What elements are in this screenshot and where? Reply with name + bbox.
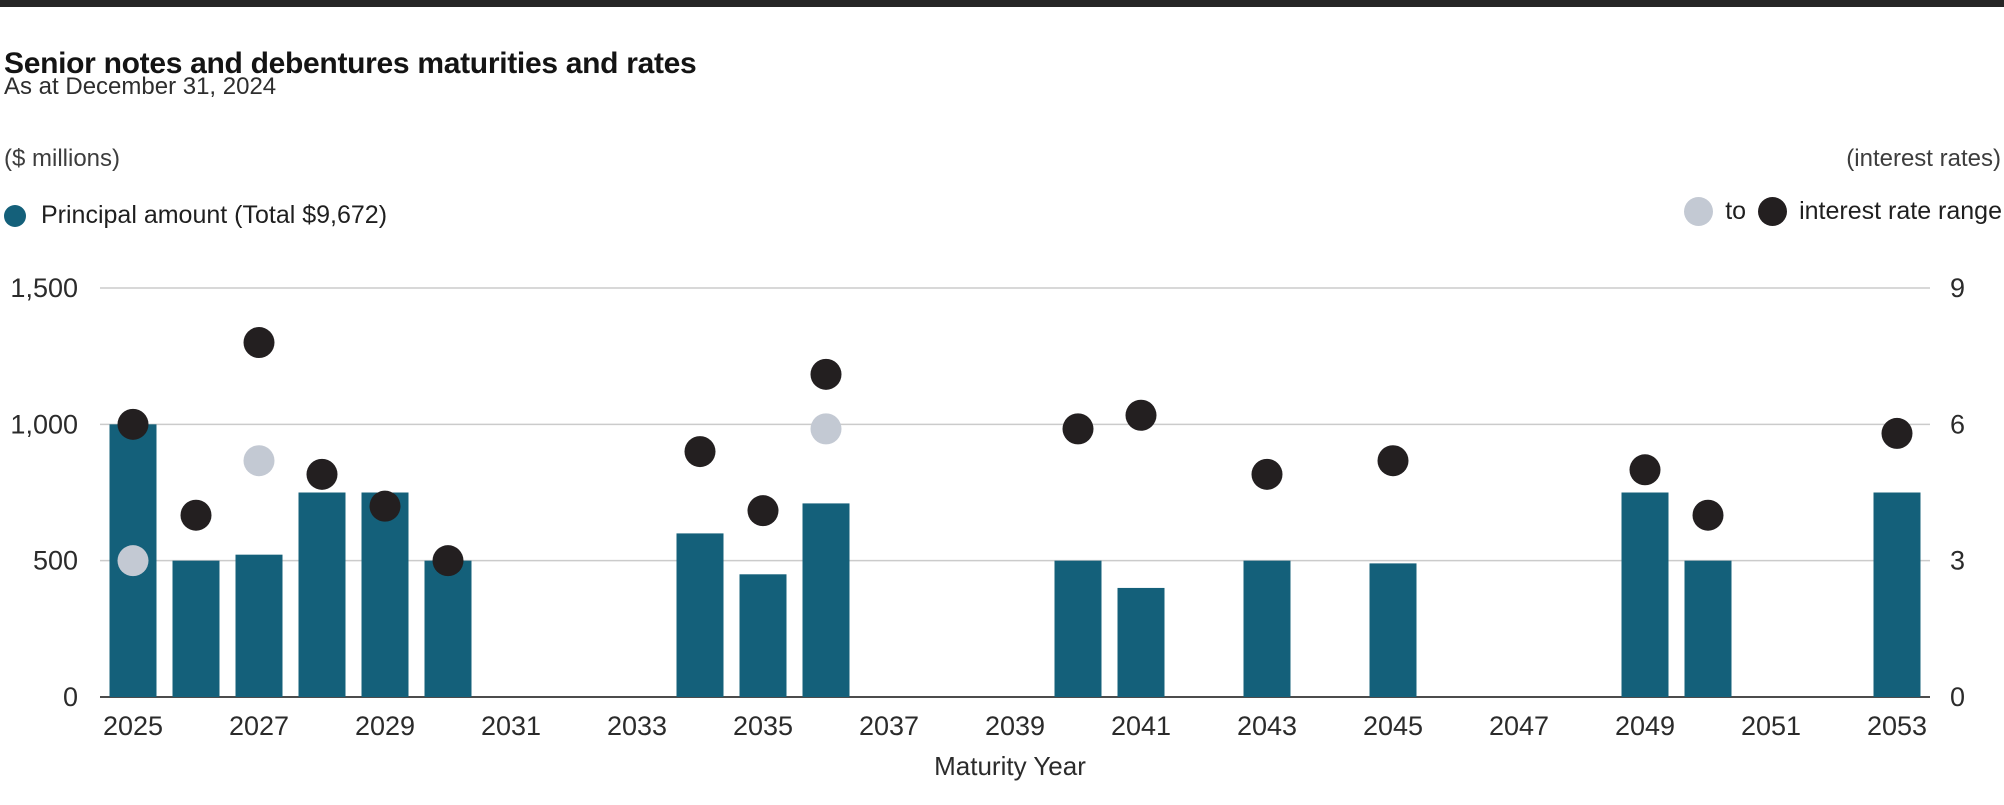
right-axis-tick-label: 9	[1950, 273, 1965, 303]
x-axis-title: Maturity Year	[934, 751, 1086, 781]
x-axis-tick-label: 2041	[1111, 711, 1171, 741]
left-axis-tick-label: 1,000	[10, 409, 78, 439]
x-axis-tick-label: 2039	[985, 711, 1045, 741]
principal-bar-2029	[361, 492, 409, 697]
x-axis-tick-label: 2031	[481, 711, 541, 741]
left-axis-unit-label: ($ millions)	[4, 145, 121, 172]
principal-bar-2036	[802, 503, 850, 697]
rate-high-dot-2043	[1251, 458, 1283, 490]
principal-bar-2027	[235, 554, 283, 697]
x-axis-tick-label: 2029	[355, 711, 415, 741]
rate-high-dot-2026	[180, 499, 212, 531]
rate-high-dot-2030	[432, 545, 464, 577]
left-axis-tick-label: 500	[33, 546, 78, 576]
x-axis-tick-label: 2027	[229, 711, 289, 741]
right-axis-tick-label: 3	[1950, 546, 1965, 576]
rate-high-dot-2035	[747, 495, 779, 527]
rate-low-legend-dot-icon	[1684, 197, 1714, 226]
x-axis-tick-label: 2037	[859, 711, 919, 741]
left-axis-tick-label: 0	[63, 682, 78, 712]
rate-high-dot-2025	[117, 408, 149, 440]
x-axis-tick-label: 2051	[1741, 711, 1801, 741]
principal-bar-2050	[1684, 560, 1732, 697]
x-axis-tick-label: 2047	[1489, 711, 1549, 741]
top-divider-rule	[0, 0, 2004, 7]
principal-bar-2034	[676, 533, 724, 697]
rate-high-dot-2053	[1881, 417, 1913, 449]
legend-range-separator: to	[1725, 197, 1747, 225]
principal-bar-2049	[1621, 492, 1669, 697]
right-axis-tick-label: 6	[1950, 409, 1965, 439]
principal-bar-2035	[739, 574, 787, 697]
bar-layer	[109, 424, 1921, 697]
principal-bar-2045	[1369, 563, 1417, 697]
chart-subtitle: As at December 31, 2024	[4, 73, 277, 100]
rate-high-dot-2028	[306, 458, 338, 490]
legend-range-label: interest rate range	[1799, 197, 2002, 225]
principal-bar-2030	[424, 560, 472, 697]
rate-high-dot-2049	[1629, 454, 1661, 486]
x-axis-tick-label: 2035	[733, 711, 793, 741]
right-axis-tick-label: 0	[1950, 682, 1965, 712]
principal-bar-2028	[298, 492, 346, 697]
principal-bar-2041	[1117, 587, 1165, 697]
tick-layer: 0 500 1,000 1,500 0 3 6 9 2025 2027 2029 2031 2033 20…	[10, 273, 1965, 741]
rate-high-dot-2041	[1125, 399, 1157, 431]
principal-legend-dot-icon	[4, 204, 26, 227]
rate-high-dot-2036	[810, 358, 842, 390]
principal-bar-2053	[1873, 492, 1921, 697]
x-axis-tick-label: 2049	[1615, 711, 1675, 741]
page-title: Senior notes and debentures maturities a…	[4, 47, 697, 81]
rate-low-dot-2036	[810, 413, 842, 445]
chart-area: 0 500 1,000 1,500 0 3 6 9 2025 2027 2029 2031 2033 20…	[10, 273, 1965, 781]
dot-layer	[117, 327, 1913, 577]
rate-high-dot-2040	[1062, 413, 1094, 445]
legend-rate-range: to interest rate range	[1684, 197, 2002, 226]
rate-high-dot-2034	[684, 436, 716, 468]
rate-high-dot-2045	[1377, 445, 1409, 477]
rate-low-dot-2027	[243, 445, 275, 477]
x-axis-tick-label: 2045	[1363, 711, 1423, 741]
legend-principal-label: Principal amount (Total $9,672)	[41, 201, 388, 229]
rate-low-dot-2025	[117, 545, 149, 577]
left-axis-tick-label: 1,500	[10, 273, 78, 303]
x-axis-tick-label: 2043	[1237, 711, 1297, 741]
principal-bar-2026	[172, 560, 220, 697]
rate-high-dot-2029	[369, 490, 401, 522]
principal-bar-2040	[1054, 560, 1102, 697]
right-axis-unit-label: (interest rates)	[1846, 145, 2001, 172]
rate-high-legend-dot-icon	[1758, 197, 1788, 226]
x-axis-tick-label: 2053	[1867, 711, 1927, 741]
principal-bar-2043	[1243, 560, 1291, 697]
x-axis-tick-label: 2033	[607, 711, 667, 741]
rate-high-dot-2050	[1692, 499, 1724, 531]
legend-principal: Principal amount (Total $9,672)	[4, 201, 387, 230]
x-axis-tick-label: 2025	[103, 711, 163, 741]
rate-high-dot-2027	[243, 327, 275, 359]
